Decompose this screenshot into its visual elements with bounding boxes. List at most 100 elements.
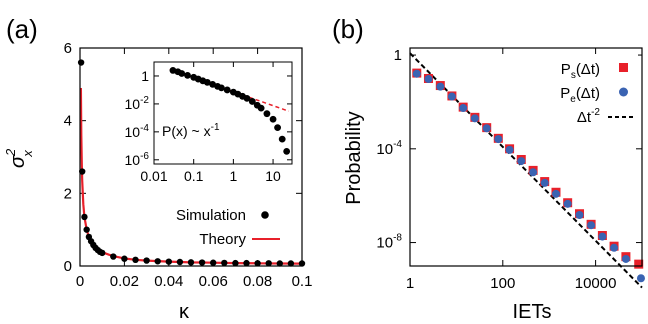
panel-a-xlabel: κ xyxy=(179,301,190,323)
inset-xtick-label: 1 xyxy=(229,168,237,184)
inset-point xyxy=(203,78,211,86)
inset-ytick-label: 10-4 xyxy=(125,123,150,140)
inset-annotation-exp: -1 xyxy=(211,122,220,133)
b-ytick-label-base: 10 xyxy=(376,141,393,158)
ylabel-sub: x xyxy=(20,150,35,158)
simulation-point xyxy=(121,255,128,262)
b-ytick-label: 1 xyxy=(394,47,402,64)
simulation-point xyxy=(198,259,206,266)
inset-ytick-label-base: 10 xyxy=(125,124,141,140)
pe-point xyxy=(436,82,445,91)
inset-point xyxy=(223,86,231,94)
inset-point xyxy=(257,104,265,112)
pe-point xyxy=(447,92,456,101)
legend-pe-suffix: (Δt) xyxy=(576,85,600,102)
inset-annotation-text: P(x) ~ x xyxy=(162,123,211,139)
b-ytick-label-exp: -8 xyxy=(393,233,402,244)
a-ytick-label: 4 xyxy=(64,113,72,130)
simulation-point xyxy=(83,226,90,233)
pe-point xyxy=(636,274,645,283)
legend-ps-name: P xyxy=(561,61,571,78)
panel-b: (b) Probability IETs 1 100 10000110-410-8 … xyxy=(332,14,645,323)
inset-ytick-label: 10-6 xyxy=(125,151,150,168)
inset-ytick-label-exp: -2 xyxy=(140,95,149,106)
b-xtick-label: 10000 xyxy=(575,275,617,292)
simulation-point xyxy=(221,259,228,267)
a-xtick-label: 0.06 xyxy=(199,273,228,290)
inset-xtick-label: 0.01 xyxy=(140,168,167,184)
simulation-point xyxy=(176,258,184,266)
panel-b-series xyxy=(409,52,645,289)
simulation-point xyxy=(243,259,250,267)
ylabel-super: 2 xyxy=(3,148,18,157)
inset-point xyxy=(283,147,291,155)
panel-a-frame xyxy=(79,47,303,267)
simulation-point xyxy=(77,59,85,66)
inset-ytick-label: 1 xyxy=(141,68,149,84)
pe-point xyxy=(551,189,560,198)
a-ytick-label: 6 xyxy=(64,40,72,57)
legend-pe-name: P xyxy=(560,85,570,102)
simulation-point xyxy=(110,253,117,260)
inset-ytick-label-exp: -6 xyxy=(140,151,149,162)
pe-point xyxy=(610,243,619,252)
inset-xtick-label: 0.1 xyxy=(184,168,204,184)
legend-simulation-marker xyxy=(261,211,269,219)
pe-point xyxy=(470,114,479,123)
a-ytick-label: 2 xyxy=(64,185,72,202)
pe-point xyxy=(424,75,433,84)
legend-pe-marker xyxy=(619,87,628,97)
panel-b-ylabel: Probability xyxy=(343,111,365,204)
a-xtick-label: 0.08 xyxy=(243,273,272,290)
a-xtick-label: 0 xyxy=(76,273,84,290)
a-xtick-label: 0.1 xyxy=(292,273,313,290)
simulation-point xyxy=(210,259,217,266)
inset-point xyxy=(218,84,225,92)
inset-point xyxy=(263,110,271,118)
legend-pe-label: Pe(Δt) xyxy=(560,85,600,105)
inset-point xyxy=(278,135,286,143)
inset-point xyxy=(269,115,277,123)
simulation-point xyxy=(265,260,272,267)
legend-ps-label: Ps(Δt) xyxy=(561,61,600,81)
panel-b-xlabel: IETs xyxy=(513,301,552,323)
simulation-point xyxy=(232,259,239,267)
ps-point xyxy=(634,259,644,269)
inset-ytick-label-base: 10 xyxy=(125,96,141,112)
inset-point xyxy=(243,94,251,102)
inset-frame xyxy=(153,61,293,165)
a-xtick-label: 0.02 xyxy=(110,273,139,290)
legend-fit-label: Δt-2 xyxy=(577,107,601,126)
simulation-point xyxy=(276,260,283,267)
inset-point xyxy=(178,70,186,77)
legend-theory-label: Theory xyxy=(199,231,246,248)
inset-series xyxy=(169,67,291,155)
pe-point xyxy=(598,232,607,241)
legend-ps-sub: s xyxy=(571,70,576,81)
a-xtick-label: 0.04 xyxy=(154,273,183,290)
pe-point xyxy=(505,145,514,154)
pe-point xyxy=(621,254,630,263)
pe-point xyxy=(412,69,421,78)
panel-a-label: (a) xyxy=(6,14,38,44)
pe-point xyxy=(482,124,491,133)
inset-point xyxy=(248,98,256,105)
inset-annotation: P(x) ~ x-1 xyxy=(162,122,220,139)
simulation-point xyxy=(187,259,195,266)
simulation-point xyxy=(165,258,172,265)
pe-point xyxy=(575,210,584,219)
inset-ytick-label-exp: -4 xyxy=(140,123,149,134)
pe-point xyxy=(459,104,468,113)
pe-point xyxy=(540,178,549,187)
panel-a-series xyxy=(77,59,306,267)
panel-b-label: (b) xyxy=(332,14,364,44)
inset-ytick-label: 10-2 xyxy=(125,95,150,112)
b-ytick-label: 10-8 xyxy=(376,233,402,252)
ylabel-sigma: σ xyxy=(7,155,29,168)
pe-point xyxy=(529,168,538,177)
legend-fit-super: -2 xyxy=(591,107,600,118)
panel-b-frame xyxy=(409,47,643,267)
